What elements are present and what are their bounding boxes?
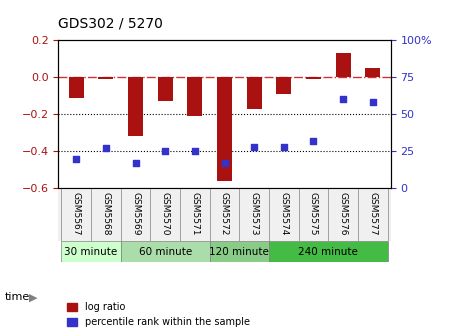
Bar: [98, 77, 113, 79]
Text: GSM5573: GSM5573: [250, 193, 259, 236]
Point: [102, 145, 110, 151]
Text: GSM5577: GSM5577: [368, 193, 377, 236]
Point: [191, 149, 198, 154]
Point: [73, 156, 80, 161]
Point: [280, 144, 287, 150]
Text: GSM5571: GSM5571: [190, 193, 199, 236]
Bar: [247, 77, 262, 109]
Text: GSM5574: GSM5574: [279, 193, 288, 236]
Bar: [69, 77, 84, 97]
Bar: [277, 77, 291, 94]
Bar: [62, 241, 121, 262]
Text: GSM5575: GSM5575: [309, 193, 318, 236]
Legend: log ratio, percentile rank within the sample: log ratio, percentile rank within the sa…: [63, 298, 254, 331]
Text: time: time: [4, 292, 30, 302]
Bar: [306, 77, 321, 79]
Bar: [336, 53, 351, 77]
Bar: [158, 77, 172, 101]
Bar: [365, 68, 380, 77]
Text: GSM5568: GSM5568: [101, 193, 110, 236]
Point: [369, 100, 376, 105]
Bar: [210, 241, 269, 262]
Point: [339, 97, 347, 102]
Point: [162, 149, 169, 154]
Text: GSM5576: GSM5576: [339, 193, 348, 236]
Point: [251, 144, 258, 150]
Text: 240 minute: 240 minute: [299, 247, 358, 257]
Bar: [121, 241, 210, 262]
Text: 60 minute: 60 minute: [139, 247, 192, 257]
Text: 30 minute: 30 minute: [64, 247, 118, 257]
Text: 120 minute: 120 minute: [209, 247, 269, 257]
Point: [310, 138, 317, 143]
Text: GSM5567: GSM5567: [72, 193, 81, 236]
Point: [132, 160, 139, 166]
Bar: [128, 77, 143, 136]
Text: GSM5570: GSM5570: [161, 193, 170, 236]
Text: GDS302 / 5270: GDS302 / 5270: [58, 16, 163, 30]
Text: GSM5569: GSM5569: [131, 193, 140, 236]
Point: [221, 160, 228, 166]
Text: ▶: ▶: [29, 292, 38, 302]
Bar: [217, 77, 232, 181]
Text: GSM5572: GSM5572: [220, 193, 229, 236]
Bar: [187, 77, 202, 116]
Bar: [269, 241, 387, 262]
